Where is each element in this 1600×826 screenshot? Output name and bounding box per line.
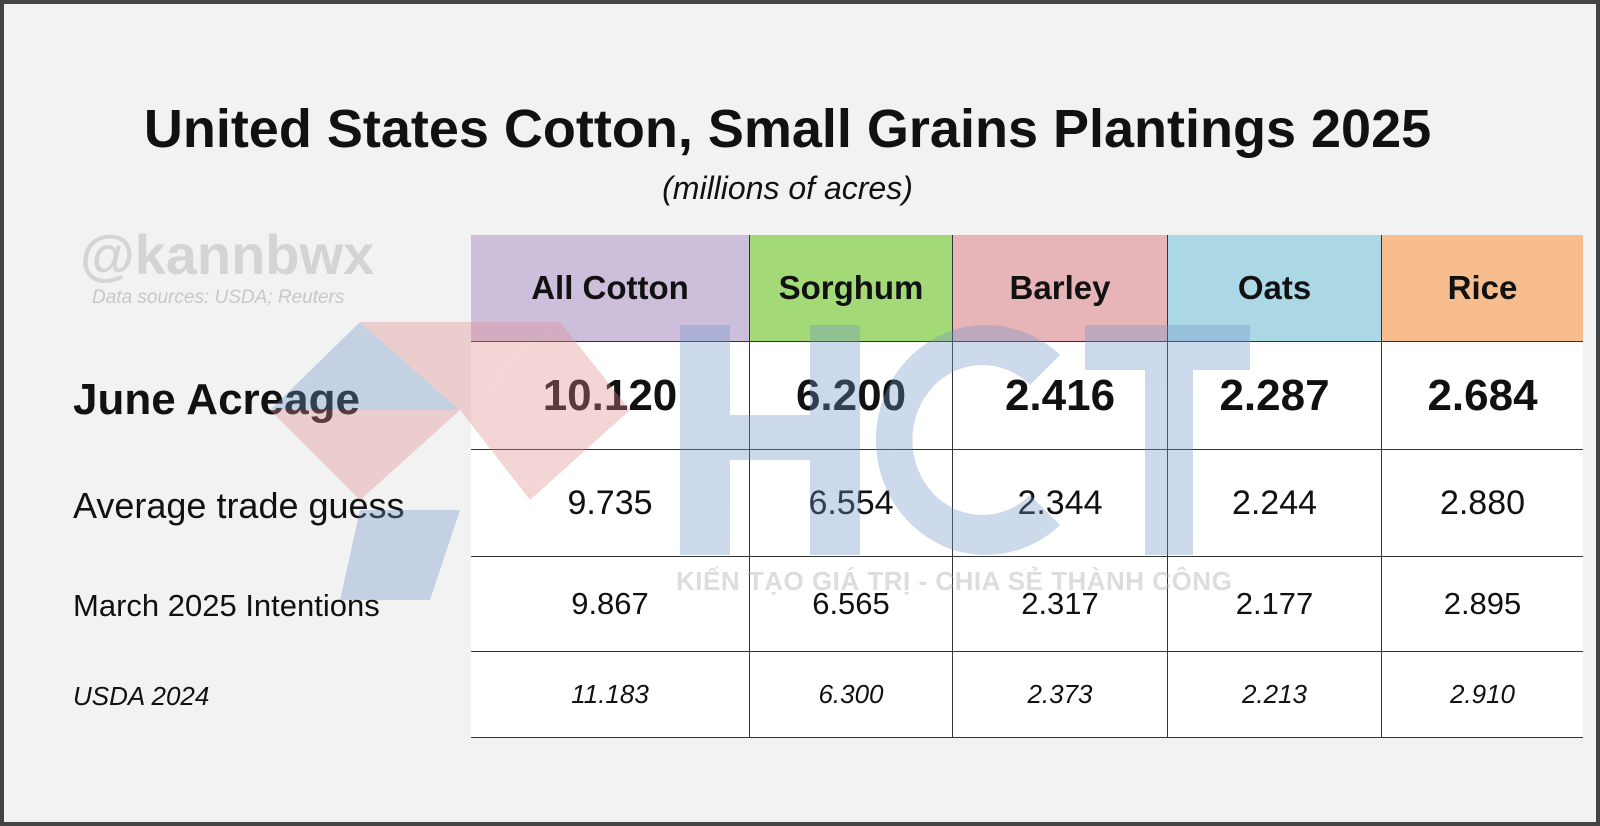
table-row: 9.735 6.554 2.344 2.244 2.880: [471, 449, 1583, 557]
cell-rice: 2.895: [1381, 556, 1583, 652]
table-row: 11.183 6.300 2.373 2.213 2.910: [471, 651, 1583, 738]
column-header-all-cotton: All Cotton: [471, 235, 750, 342]
column-header-sorghum: Sorghum: [749, 235, 953, 342]
cell-oats: 2.244: [1167, 449, 1382, 557]
cell-oats: 2.213: [1167, 651, 1382, 738]
row-label-june-acreage: June Acreage: [73, 375, 360, 424]
chart-subtitle: (millions of acres): [662, 170, 913, 206]
cell-all-cotton: 9.867: [471, 556, 750, 652]
watermark-slogan: KIẾN TẠO GIÁ TRỊ - CHIA SẺ THÀNH CÔNG: [676, 566, 1233, 596]
cell-all-cotton: 10.120: [471, 341, 750, 450]
column-header-rice: Rice: [1381, 235, 1583, 342]
cell-rice: 2.684: [1381, 341, 1583, 450]
cell-sorghum: 6.300: [749, 651, 953, 738]
cell-all-cotton: 11.183: [471, 651, 750, 738]
row-label-average-trade-guess: Average trade guess: [73, 485, 405, 526]
cell-rice: 2.880: [1381, 449, 1583, 557]
row-label-march-intentions: March 2025 Intentions: [73, 588, 380, 623]
chart-title: United States Cotton, Small Grains Plant…: [143, 99, 1432, 159]
cell-barley: 2.373: [952, 651, 1168, 738]
cell-oats: 2.287: [1167, 341, 1382, 450]
cell-barley: 2.416: [952, 341, 1168, 450]
table-row: 9.867 6.565 2.317 2.177 2.895: [471, 556, 1583, 652]
author-handle: @kannbwx: [80, 223, 375, 286]
cell-sorghum: 6.200: [749, 341, 953, 450]
cell-sorghum: 6.565: [749, 556, 953, 652]
data-sources: Data sources: USDA; Reuters: [92, 287, 345, 308]
cell-rice: 2.910: [1381, 651, 1583, 738]
acreage-table: All Cotton Sorghum Barley Oats Rice 10.1…: [471, 235, 1583, 738]
table-row: 10.120 6.200 2.416 2.287 2.684: [471, 341, 1583, 450]
column-header-barley: Barley: [952, 235, 1168, 342]
cell-sorghum: 6.554: [749, 449, 953, 557]
cell-barley: 2.317: [952, 556, 1168, 652]
column-header-oats: Oats: [1167, 235, 1382, 342]
cell-all-cotton: 9.735: [471, 449, 750, 557]
row-label-usda-2024: USDA 2024: [73, 681, 210, 711]
cell-barley: 2.344: [952, 449, 1168, 557]
